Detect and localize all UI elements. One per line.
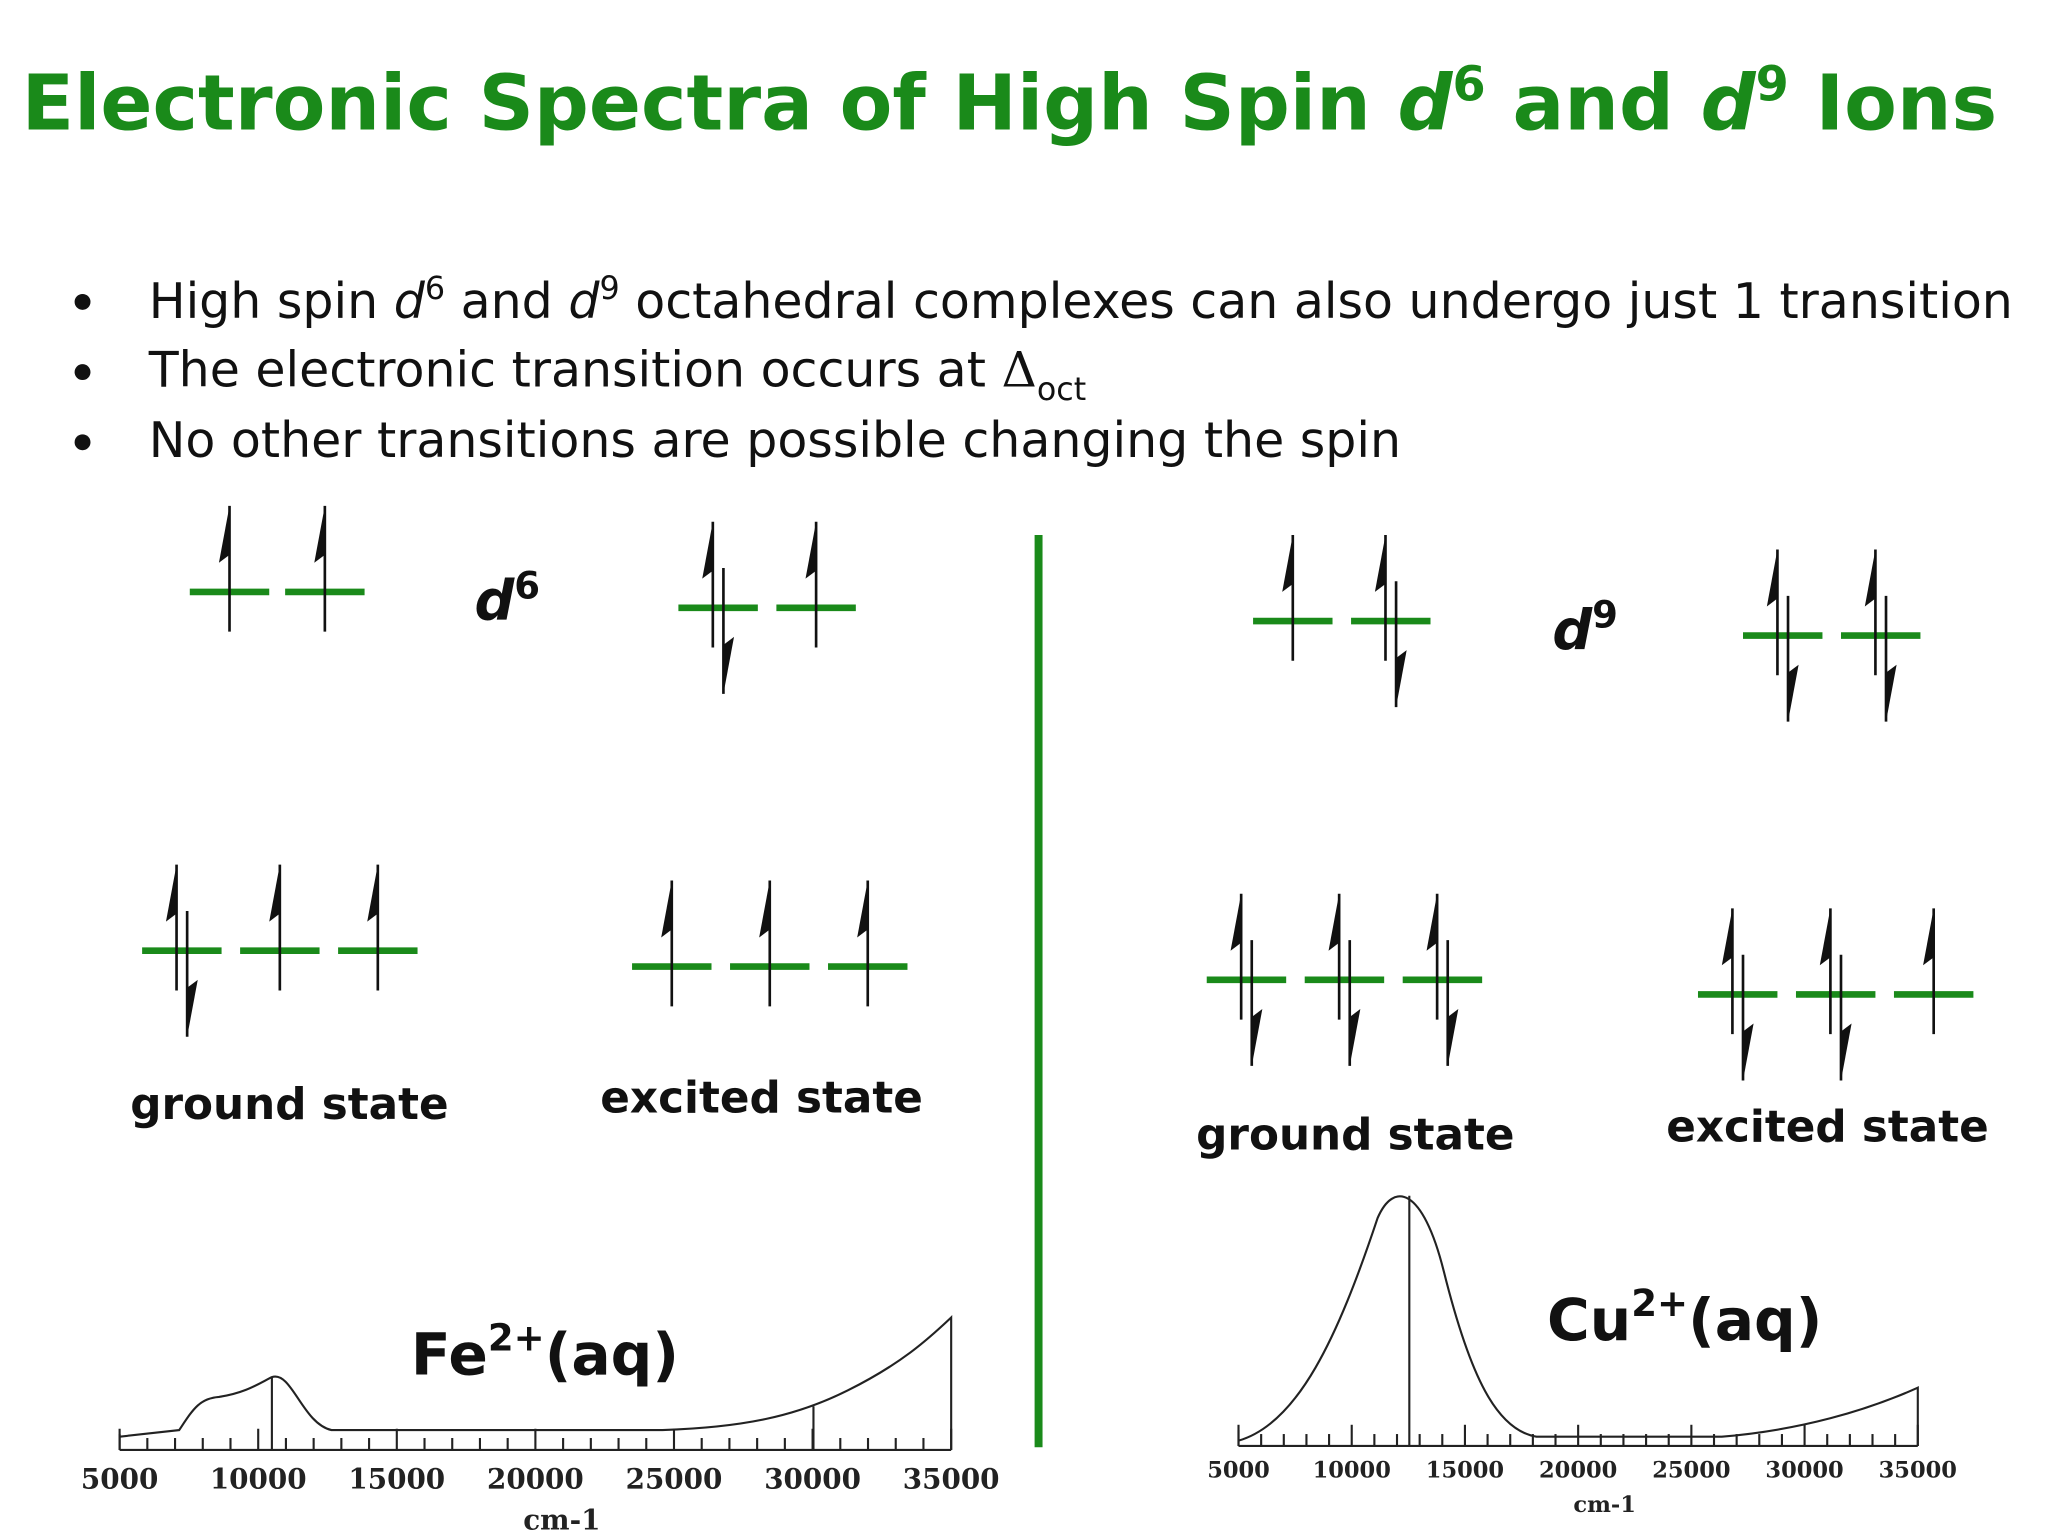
arrow-head xyxy=(1864,549,1876,607)
x-tick-label: 20000 xyxy=(1539,1458,1617,1484)
arrow-head xyxy=(1328,893,1340,951)
x-tick-label: 35000 xyxy=(1879,1458,1957,1484)
bullet-text: The electronic transition occurs at Δoct xyxy=(148,342,1086,408)
arrow-head xyxy=(759,880,770,938)
x-tick-label: 30000 xyxy=(1765,1458,1843,1484)
arrow-head xyxy=(1374,534,1386,592)
bullet-dot xyxy=(74,364,91,381)
config-label: d6 xyxy=(474,565,540,634)
x-tick-label: 30000 xyxy=(764,1462,861,1495)
bullet-text: High spin d6 and d9 octahedral complexes… xyxy=(149,271,2013,330)
state-label: ground state xyxy=(130,1079,448,1130)
arrow-head xyxy=(1251,1008,1263,1066)
config-label: d9 xyxy=(1552,594,1618,663)
spectrum-curve xyxy=(119,1315,953,1450)
arrow-head xyxy=(1447,1008,1459,1066)
state-label: excited state xyxy=(600,1072,923,1123)
x-tick-label: 10000 xyxy=(1313,1458,1391,1484)
x-tick-label: 15000 xyxy=(348,1462,445,1495)
arrow-head xyxy=(187,979,198,1037)
arrow-head xyxy=(702,521,713,579)
arrow-head xyxy=(1426,893,1438,951)
x-tick-label: 10000 xyxy=(210,1462,307,1495)
bullet-dot xyxy=(74,293,91,310)
x-tick-label: 5000 xyxy=(1207,1458,1270,1484)
arrow-head xyxy=(1788,664,1799,722)
arrow-head xyxy=(269,864,280,922)
ion-label: Cu2+(aq) xyxy=(1547,1282,1822,1354)
spectrum-curve xyxy=(1238,1195,1919,1446)
arrow-head xyxy=(1923,908,1934,966)
arrow-head xyxy=(165,864,177,922)
x-tick-label: 35000 xyxy=(903,1462,1000,1495)
state-label: excited state xyxy=(1666,1101,1989,1152)
state-label: ground state xyxy=(1196,1109,1514,1160)
bullet-dot xyxy=(74,434,91,451)
x-tick-label: 25000 xyxy=(626,1462,723,1495)
arrow-head xyxy=(314,505,325,563)
arrow-head xyxy=(1282,534,1293,592)
x-tick-label: 15000 xyxy=(1426,1458,1504,1484)
x-axis-label: cm-1 xyxy=(1573,1492,1636,1518)
arrow-head xyxy=(218,505,230,563)
x-tick-label: 5000 xyxy=(81,1462,158,1495)
arrow-head xyxy=(857,880,868,938)
arrow-head xyxy=(367,864,378,922)
arrow-head xyxy=(1743,1023,1754,1081)
arrow-head xyxy=(1766,549,1778,607)
arrow-head xyxy=(1230,893,1242,951)
arrow-head xyxy=(1349,1008,1361,1066)
x-axis-label: cm-1 xyxy=(523,1503,600,1536)
x-tick-label: 25000 xyxy=(1652,1458,1730,1484)
arrow-head xyxy=(1840,1023,1852,1081)
arrow-head xyxy=(805,521,817,579)
arrow-head xyxy=(1396,650,1407,708)
arrow-head xyxy=(723,636,735,694)
bullet-text: No other transitions are possible changi… xyxy=(149,412,1401,469)
arrow-head xyxy=(661,880,672,938)
ion-label: Fe2+(aq) xyxy=(411,1317,679,1389)
arrow-head xyxy=(1886,664,1897,722)
slide-title: Electronic Spectra of High Spin d6 and d… xyxy=(22,58,1998,149)
arrow-head xyxy=(1721,908,1733,966)
x-tick-label: 20000 xyxy=(487,1462,584,1495)
arrow-head xyxy=(1819,908,1831,966)
